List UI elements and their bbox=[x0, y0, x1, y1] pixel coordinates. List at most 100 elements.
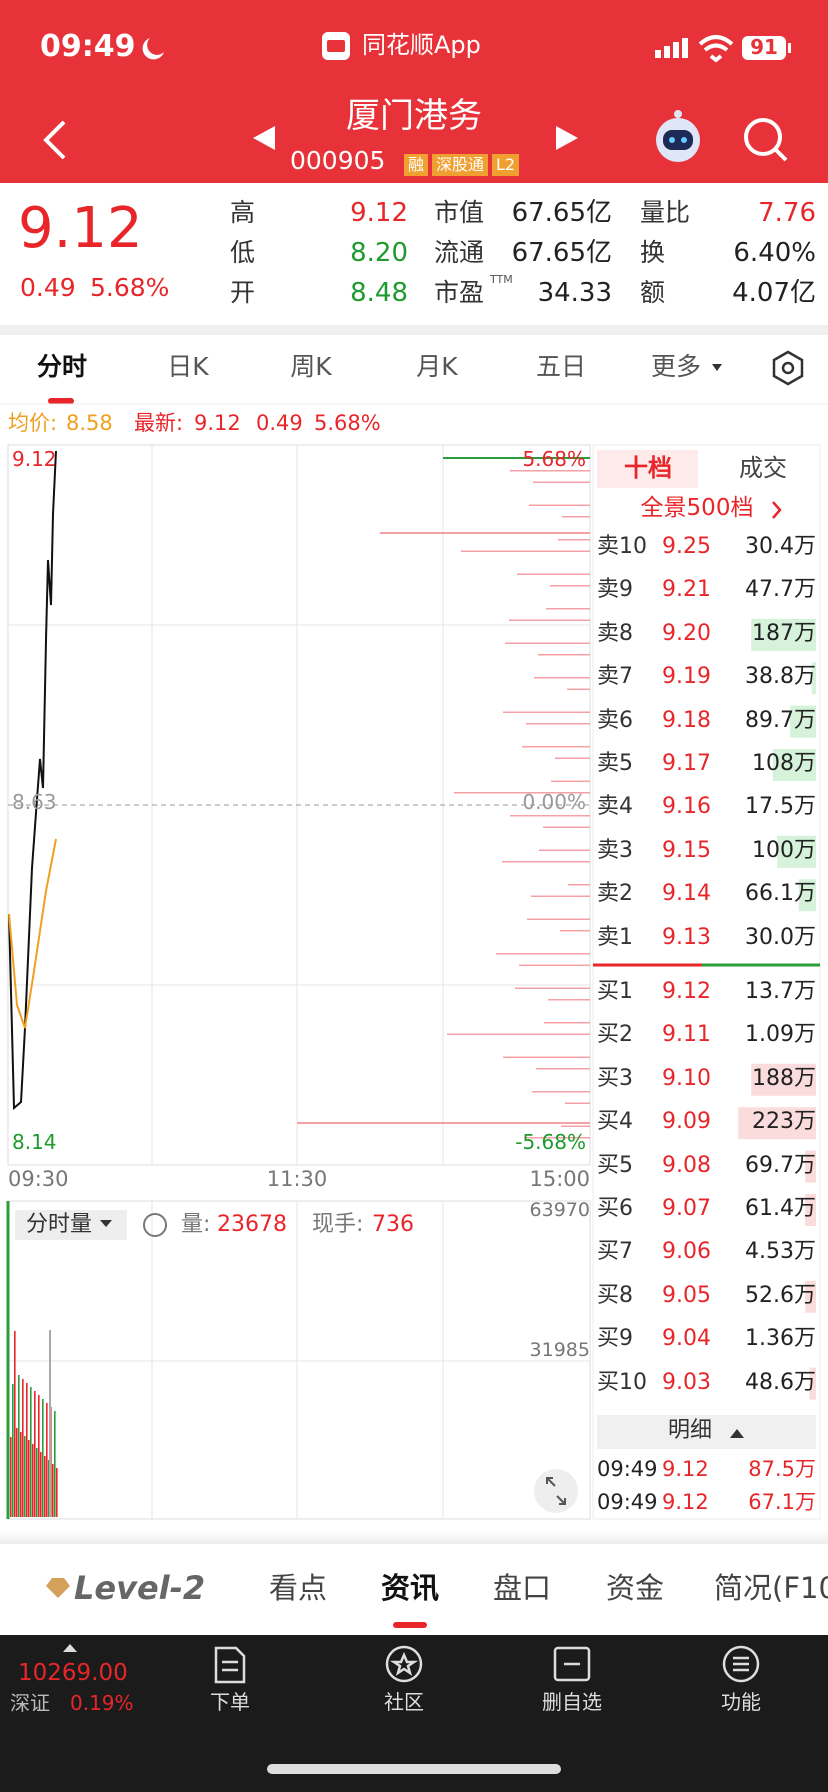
detail-toggle[interactable]: 明细 bbox=[667, 1417, 713, 1443]
panorama-link[interactable]: 全景500档 bbox=[640, 495, 754, 522]
selector-bg bbox=[15, 1210, 127, 1240]
book-tab[interactable]: 十档 bbox=[624, 453, 672, 482]
trade-volume: 67.1万 bbox=[748, 1490, 816, 1515]
stat-label: 换 bbox=[640, 238, 666, 268]
stat-value: 67.65亿 bbox=[511, 237, 612, 268]
volume-bar bbox=[38, 1395, 40, 1517]
book-tab[interactable]: 成交 bbox=[739, 453, 787, 482]
trade-price: 9.12 bbox=[662, 1490, 709, 1515]
level-price: 9.18 bbox=[662, 707, 711, 733]
depth-bar bbox=[538, 654, 590, 656]
help-icon[interactable] bbox=[143, 1213, 167, 1237]
avg-line bbox=[8, 838, 57, 1029]
next-stock[interactable] bbox=[556, 126, 578, 150]
level-volume: 52.6万 bbox=[745, 1282, 816, 1308]
level-volume: 187万 bbox=[752, 620, 816, 646]
depth-bar bbox=[524, 1137, 590, 1139]
nav-item[interactable]: 下单 bbox=[210, 1690, 250, 1714]
level2-tab[interactable]: Level-2 bbox=[74, 1569, 206, 1608]
content-tab[interactable]: 盘口 bbox=[492, 1571, 552, 1606]
volume-bar bbox=[52, 1464, 54, 1517]
depth-bar bbox=[531, 895, 590, 897]
level-volume: 13.7万 bbox=[745, 978, 816, 1004]
index-arrow bbox=[63, 1644, 77, 1652]
depth-bar bbox=[517, 573, 590, 575]
tab[interactable]: 更多 bbox=[650, 352, 702, 382]
back-button[interactable] bbox=[43, 120, 66, 160]
nav-item[interactable]: 删自选 bbox=[542, 1690, 602, 1714]
app-name: 同花顺App bbox=[362, 30, 481, 59]
depth-bar bbox=[565, 1102, 590, 1104]
level-volume: 1.09万 bbox=[745, 1022, 816, 1048]
badge: 融 bbox=[404, 154, 429, 177]
tab[interactable]: 周K bbox=[290, 352, 332, 382]
level-price: 9.07 bbox=[662, 1195, 711, 1221]
tab[interactable]: 日K bbox=[167, 352, 209, 382]
order-volume-bar bbox=[790, 705, 816, 738]
expand-arrow[interactable] bbox=[730, 1429, 744, 1438]
moon-icon bbox=[142, 38, 164, 60]
depth-bar bbox=[567, 688, 590, 690]
level-label: 卖1 bbox=[597, 924, 633, 950]
separator bbox=[0, 1530, 828, 1544]
level-label: 卖8 bbox=[597, 620, 633, 646]
volume-bar bbox=[28, 1440, 30, 1517]
nav-icons bbox=[214, 1645, 760, 1684]
badge: 深股通 bbox=[432, 154, 489, 177]
chevron bbox=[772, 501, 782, 519]
price-change: 0.49 bbox=[20, 273, 76, 303]
order-volume-bar bbox=[738, 1107, 816, 1140]
battery-icon bbox=[742, 36, 786, 60]
depth-bar bbox=[561, 1125, 590, 1127]
depth-bar bbox=[510, 470, 590, 472]
price-line bbox=[8, 450, 57, 1111]
search-icon[interactable] bbox=[744, 118, 788, 162]
level-volume: 66.1万 bbox=[745, 881, 816, 907]
content-tab[interactable]: 简况(F10 bbox=[714, 1571, 828, 1606]
depth-bar bbox=[562, 516, 590, 518]
depth-bar bbox=[505, 642, 590, 644]
assistant-icon[interactable] bbox=[656, 110, 700, 162]
app-icon bbox=[327, 40, 345, 52]
stock-name: 厦门港务 bbox=[346, 96, 482, 137]
volume-bar bbox=[30, 1387, 32, 1517]
tab[interactable]: 月K bbox=[416, 352, 458, 382]
level-price: 9.17 bbox=[662, 750, 711, 776]
volume-max: 63970 bbox=[529, 1198, 590, 1221]
stat-value: 9.12 bbox=[350, 197, 408, 228]
fullscreen-button[interactable] bbox=[534, 1469, 578, 1513]
depth-bar bbox=[568, 884, 590, 886]
tab[interactable]: 五日 bbox=[535, 352, 587, 382]
level-volume: 48.6万 bbox=[745, 1369, 816, 1395]
dropdown-arrow[interactable] bbox=[100, 1220, 112, 1227]
level-volume: 38.8万 bbox=[745, 664, 816, 690]
order-volume-bar bbox=[809, 1367, 816, 1400]
level-label: 卖7 bbox=[597, 664, 633, 690]
level-volume: 69.7万 bbox=[745, 1152, 816, 1178]
latest-change: 0.49 bbox=[256, 411, 303, 436]
prev-stock[interactable] bbox=[253, 126, 275, 150]
level-volume: 30.0万 bbox=[745, 924, 816, 950]
tab[interactable]: 分时 bbox=[36, 352, 88, 382]
depth-bar bbox=[532, 1091, 590, 1093]
stat-value: 8.20 bbox=[350, 237, 408, 268]
nav-item[interactable]: 功能 bbox=[721, 1690, 761, 1714]
nav-item[interactable]: 社区 bbox=[384, 1690, 424, 1714]
content-tab[interactable]: 看点 bbox=[268, 1571, 328, 1606]
order-volume-bar bbox=[772, 749, 816, 781]
content-tab[interactable]: 资讯 bbox=[380, 1571, 440, 1606]
settings-icon[interactable] bbox=[772, 350, 804, 386]
order-book-frame bbox=[592, 444, 821, 1520]
level-volume: 1.36万 bbox=[745, 1326, 816, 1352]
content-tab[interactable]: 资金 bbox=[605, 1571, 665, 1606]
volume-bar bbox=[36, 1448, 38, 1517]
trade-volume: 87.5万 bbox=[748, 1457, 816, 1482]
depth-bar bbox=[527, 918, 590, 920]
depth-bar bbox=[555, 757, 590, 759]
level-label: 卖10 bbox=[597, 533, 647, 559]
volume-selector[interactable]: 分时量 bbox=[26, 1211, 93, 1237]
level-price: 9.09 bbox=[662, 1109, 711, 1135]
avg-price: 8.58 bbox=[66, 411, 113, 436]
